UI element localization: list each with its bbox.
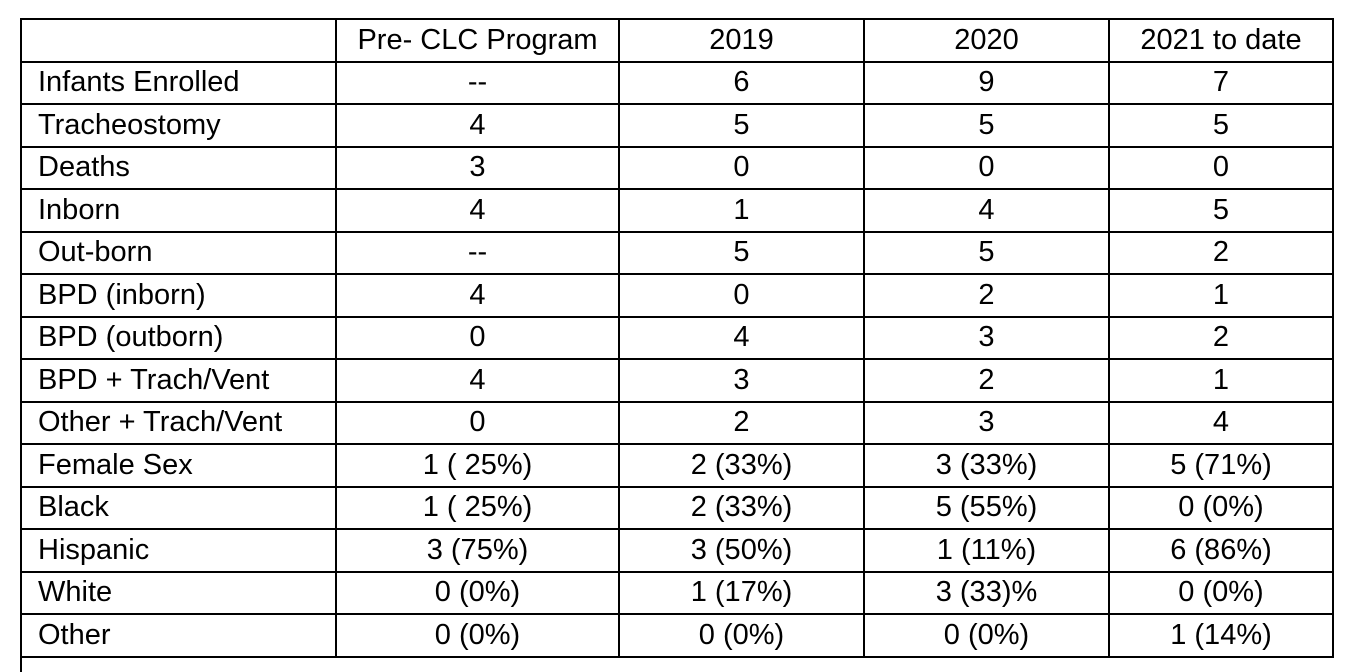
row-label: Hispanic [20, 528, 337, 573]
table-row: Inborn 4 1 4 5 [20, 188, 1334, 233]
table-cell: 2 (33%) [618, 443, 865, 488]
table-cell: 3 [863, 315, 1110, 360]
table-cell: 2 [863, 273, 1110, 318]
row-label: Black [20, 485, 337, 530]
table-cell: 1 [618, 188, 865, 233]
table-cell: 0 (0%) [1108, 485, 1334, 530]
table-row: Hispanic 3 (75%) 3 (50%) 1 (11%) 6 (86%) [20, 528, 1334, 573]
table-cell: 5 [618, 230, 865, 275]
table-cell: 0 (0%) [1108, 570, 1334, 615]
table-row: Black 1 ( 25%) 2 (33%) 5 (55%) 0 (0%) [20, 485, 1334, 530]
table-cell: 1 [1108, 273, 1334, 318]
header-cell-2021: 2021 to date [1108, 18, 1334, 63]
table-cell: 3 [863, 400, 1110, 445]
table-cell: 4 [335, 358, 620, 403]
row-label: Other + Trach/Vent [20, 400, 337, 445]
row-label: Other [20, 613, 337, 658]
header-cell-2019: 2019 [618, 18, 865, 63]
table-cell: 1 ( 25%) [335, 443, 620, 488]
table-cell: 2 [863, 358, 1110, 403]
table-edge-line [20, 650, 22, 672]
table-cell: 7 [1108, 60, 1334, 105]
header-cell-2020: 2020 [863, 18, 1110, 63]
table-cell: 3 [335, 145, 620, 190]
table-cell: 3 (50%) [618, 528, 865, 573]
table-row: White 0 (0%) 1 (17%) 3 (33)% 0 (0%) [20, 570, 1334, 615]
row-label: BPD (outborn) [20, 315, 337, 360]
row-label: Tracheostomy [20, 103, 337, 148]
table-cell: 0 [863, 145, 1110, 190]
table-row: Female Sex 1 ( 25%) 2 (33%) 3 (33%) 5 (71%) [20, 443, 1334, 488]
table-cell: 2 [618, 400, 865, 445]
table-cell: 6 (86%) [1108, 528, 1334, 573]
table-cell: 0 [618, 273, 865, 318]
row-label: Deaths [20, 145, 337, 190]
table-cell: 3 (33%) [863, 443, 1110, 488]
row-label: Female Sex [20, 443, 337, 488]
table-cell: 5 [863, 103, 1110, 148]
table-cell: 0 (0%) [618, 613, 865, 658]
table-row: Tracheostomy 4 5 5 5 [20, 103, 1334, 148]
table-row: BPD (inborn) 4 0 2 1 [20, 273, 1334, 318]
table-cell: 5 (71%) [1108, 443, 1334, 488]
row-label: Infants Enrolled [20, 60, 337, 105]
table-cell: 1 ( 25%) [335, 485, 620, 530]
table-cell: 9 [863, 60, 1110, 105]
table-cell: 5 [1108, 188, 1334, 233]
table-cell: 1 [1108, 358, 1334, 403]
table-cell: 4 [335, 103, 620, 148]
table-row: Other + Trach/Vent 0 2 3 4 [20, 400, 1334, 445]
row-label: BPD (inborn) [20, 273, 337, 318]
table-cell: 0 [618, 145, 865, 190]
header-cell-pre-clc: Pre- CLC Program [335, 18, 620, 63]
table-cell: 0 (0%) [863, 613, 1110, 658]
table-cell: 6 [618, 60, 865, 105]
table-row: Deaths 3 0 0 0 [20, 145, 1334, 190]
table-cell: 4 [863, 188, 1110, 233]
table-cell: 4 [335, 188, 620, 233]
table-cell: 5 [1108, 103, 1334, 148]
table-cell: 5 [863, 230, 1110, 275]
header-cell-empty [20, 18, 337, 63]
table-cell: 5 [618, 103, 865, 148]
table-cell: 5 (55%) [863, 485, 1110, 530]
table-row: BPD + Trach/Vent 4 3 2 1 [20, 358, 1334, 403]
table-cell: 4 [335, 273, 620, 318]
table-cell: 0 [335, 400, 620, 445]
table-cell: 3 (33)% [863, 570, 1110, 615]
row-label: Inborn [20, 188, 337, 233]
table-cell: -- [335, 60, 620, 105]
table-cell: 2 [1108, 315, 1334, 360]
table-cell: 0 (0%) [335, 570, 620, 615]
table-row: Out-born -- 5 5 2 [20, 230, 1334, 275]
table-cell: 3 (75%) [335, 528, 620, 573]
table-row: Infants Enrolled -- 6 9 7 [20, 60, 1334, 105]
table-row: Other 0 (0%) 0 (0%) 0 (0%) 1 (14%) [20, 613, 1334, 658]
table-cell: 2 (33%) [618, 485, 865, 530]
row-label: BPD + Trach/Vent [20, 358, 337, 403]
header-row: Pre- CLC Program 2019 2020 2021 to date [20, 18, 1334, 63]
table-cell: -- [335, 230, 620, 275]
table-cell: 4 [1108, 400, 1334, 445]
table-cell: 0 [335, 315, 620, 360]
table-cell: 1 (17%) [618, 570, 865, 615]
table-row: BPD (outborn) 0 4 3 2 [20, 315, 1334, 360]
table-cell: 2 [1108, 230, 1334, 275]
row-label: Out-born [20, 230, 337, 275]
data-table: Pre- CLC Program 2019 2020 2021 to date … [20, 18, 1334, 658]
table-body: Pre- CLC Program 2019 2020 2021 to date … [20, 18, 1334, 658]
table-cell: 1 (14%) [1108, 613, 1334, 658]
table-cell: 0 (0%) [335, 613, 620, 658]
table-cell: 0 [1108, 145, 1334, 190]
row-label: White [20, 570, 337, 615]
table-cell: 4 [618, 315, 865, 360]
table-cell: 1 (11%) [863, 528, 1110, 573]
table-cell: 3 [618, 358, 865, 403]
